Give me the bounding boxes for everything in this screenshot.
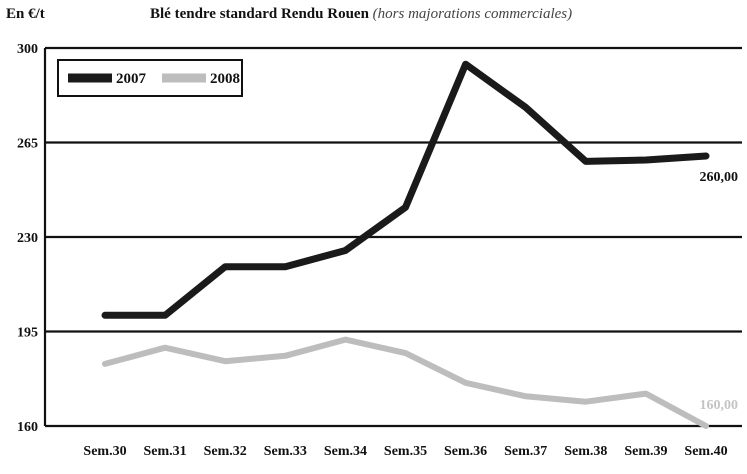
data-point-2008 [705, 425, 707, 427]
data-point-2007 [104, 314, 106, 316]
x-tick-label: Sem.39 [624, 444, 667, 459]
data-point-2008 [284, 355, 286, 357]
legend-label-2008: 2008 [210, 71, 240, 87]
data-point-2008 [465, 382, 467, 384]
legend-label-2007: 2007 [116, 71, 147, 87]
chart-title-sub: (hors majorations commerciales) [372, 6, 573, 22]
data-point-2007 [405, 206, 406, 208]
x-tick-label: Sem.35 [384, 444, 427, 459]
x-tick-label: Sem.33 [264, 444, 307, 459]
legend: 2007 2008 [57, 59, 243, 97]
x-tick-label: Sem.36 [444, 444, 487, 459]
data-point-2007 [284, 266, 286, 268]
chart-title: Blé tendre standard Rendu Rouen (hors ma… [150, 6, 572, 23]
data-point-2008 [525, 395, 527, 397]
x-tick-label: Sem.40 [684, 444, 727, 459]
data-point-2008 [405, 352, 406, 354]
data-point-2008 [645, 393, 647, 395]
data-point-2008 [344, 339, 346, 341]
end-label-2007: 260,00 [700, 170, 739, 185]
series-lines [101, 60, 710, 429]
y-tick-label: 195 [17, 326, 38, 341]
y-tick-labels: 160 195 230 265 300 [17, 42, 38, 435]
data-point-2007 [344, 250, 346, 251]
data-point-2007 [645, 159, 647, 161]
end-label-2008: 160,00 [700, 398, 739, 413]
data-point-2007 [525, 106, 527, 108]
y-tick-label: 300 [17, 42, 38, 57]
data-point-2007 [585, 160, 587, 162]
x-tick-label: Sem.30 [83, 444, 126, 459]
y-unit-label: En €/t [6, 6, 45, 22]
data-point-2007 [705, 155, 707, 157]
data-point-2007 [465, 63, 467, 65]
x-tick-label: Sem.38 [564, 444, 607, 459]
grid-lines [43, 46, 742, 428]
data-point-2008 [585, 401, 587, 403]
x-tick-label: Sem.32 [204, 444, 247, 459]
series-line-2007 [101, 60, 710, 319]
x-tick-label: Sem.31 [144, 444, 187, 459]
y-tick-label: 160 [17, 420, 38, 435]
x-tick-labels: Sem.30 Sem.31 Sem.32 Sem.33 Sem.34 Sem.35 Sem.… [83, 444, 727, 459]
x-tick-label: Sem.34 [324, 444, 367, 459]
chart-title-main: Blé tendre standard Rendu Rouen [150, 6, 369, 22]
y-tick-label: 230 [17, 231, 38, 246]
end-labels: 260,00 160,00 [700, 170, 739, 413]
data-point-2008 [164, 347, 166, 349]
chart-header: En €/t Blé tendre standard Rendu Rouen (… [0, 4, 747, 28]
series-line-2008 [102, 336, 709, 429]
data-point-2008 [224, 360, 226, 362]
data-point-2007 [164, 314, 166, 316]
data-point-2008 [104, 363, 106, 365]
y-tick-label: 265 [17, 137, 38, 152]
data-point-2007 [224, 266, 226, 268]
x-tick-label: Sem.37 [504, 444, 547, 459]
